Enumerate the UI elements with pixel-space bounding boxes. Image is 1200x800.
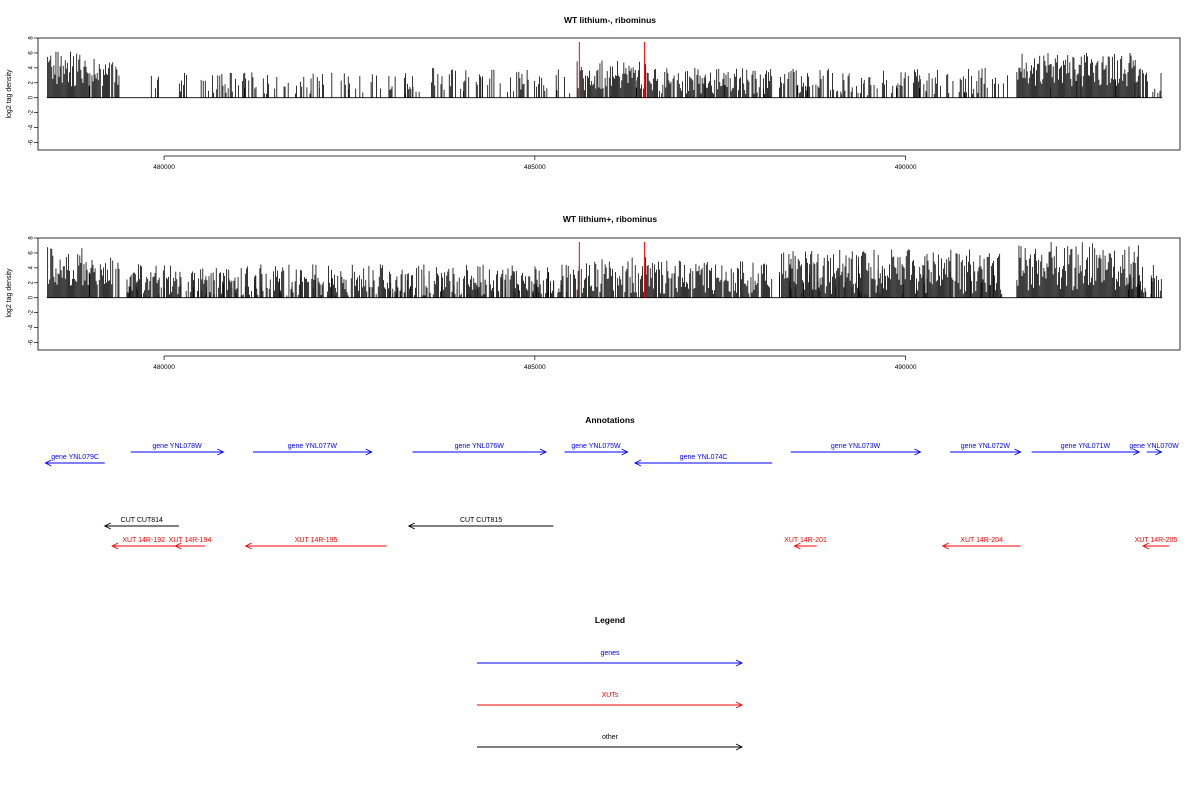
density-bars [46,51,1163,99]
y-axis-label: log2 tag density [6,268,13,318]
gene-arrowhead [914,448,922,456]
xut-label: XUT 14R-192 [122,537,165,544]
y-tick-label: 8 [29,36,35,40]
legend-arrowhead [735,743,744,751]
panel-title: WT lithium+, ribominus [563,214,657,224]
legend-arrowhead [735,701,744,709]
legend-title: Legend [595,615,625,625]
cut-label: CUT CUT814 [121,517,163,524]
cut-arrowhead [103,522,111,530]
y-tick-label: 8 [29,236,35,240]
x-tick-label: 490000 [895,364,917,371]
gene-label: gene YNL071W [1061,443,1111,450]
gene-label: gene YNL079C [51,454,99,461]
xut-label: XUT 14R-204 [960,537,1003,544]
gene-label: gene YNL072W [961,443,1011,450]
y-tick-label: 0 [29,95,35,99]
xut-label: XUT 14R-205 [1135,537,1178,544]
gene-arrowhead [1133,448,1141,456]
legend-item-xuts: XUTs [477,692,744,709]
cut-label: CUT CUT815 [460,517,502,524]
gene-label: gene YNL078W [152,443,202,450]
xut-label: XUT 14R-194 [169,537,212,544]
gene-arrowhead [539,448,547,456]
y-tick-label: 0 [29,295,35,299]
gene-arrowhead [1155,448,1163,456]
y-tick-label: 4 [29,66,35,70]
y-tick-label: -6 [29,139,35,145]
legend-label: other [602,734,619,741]
x-tick-label: 485000 [524,164,546,171]
gene-label: gene YNL075W [571,443,621,450]
y-tick-label: 4 [29,266,35,270]
density-bars [46,242,1163,299]
y-tick-label: 6 [29,51,35,55]
xut-arrowhead [244,542,252,550]
xut-arrowhead [793,542,801,550]
x-tick-label: 485000 [524,364,546,371]
xut-arrowhead [111,542,119,550]
y-tick-label: 2 [29,280,35,284]
legend-item-genes: genes [477,650,744,667]
gene-arrowhead [44,459,52,467]
plot-frame [37,37,1181,151]
y-tick-label: -4 [29,124,35,130]
panel-title: WT lithium-, ribominus [564,15,656,25]
gene-label: gene YNL077W [288,443,338,450]
legend-item-other: other [477,734,744,751]
panel-lithium-minus: WT lithium-, ribominus log2 tag density … [6,15,1181,171]
y-tick-label: -6 [29,339,35,345]
x-tick-label: 490000 [895,164,917,171]
y-axis-label: log2 tag density [6,69,13,119]
y-tick-label: 2 [29,80,35,84]
y-tick-label: -2 [29,109,35,115]
gene-label: gene YNL076W [455,443,505,450]
gene-label: gene YNL074C [680,454,728,461]
xut-arrowhead [174,542,182,550]
x-tick-label: 480000 [153,364,175,371]
legend: Legend genes XUTs other [477,615,744,751]
panel-lithium-plus: WT lithium+, ribominus log2 tag density … [6,214,1181,371]
annotations-title: Annotations [585,415,635,425]
gene-arrowhead [633,459,642,467]
gene-arrowhead [1014,448,1022,456]
annotations-track: Annotations gene YNL079C gene YNL078W gene… [44,415,1179,550]
gene-arrowhead [621,448,629,456]
gene-arrowhead [217,448,225,456]
xut-arrowhead [1141,542,1150,550]
xut-label: XUT 14R-201 [784,537,827,544]
legend-label: XUTs [602,692,619,699]
legend-label: genes [600,650,620,657]
plot-frame [37,237,1181,351]
x-tick-label: 480000 [153,164,175,171]
xut-arrowhead [941,542,949,550]
y-tick-label: -2 [29,309,35,315]
y-tick-label: -4 [29,324,35,330]
y-tick-label: 6 [29,251,35,255]
gene-label: gene YNL073W [831,443,881,450]
xut-label: XUT 14R-195 [295,537,338,544]
cut-arrowhead [407,522,415,530]
gene-label: gene YNL070W [1129,443,1179,450]
legend-arrowhead [735,659,744,667]
gene-arrowhead [365,448,373,456]
